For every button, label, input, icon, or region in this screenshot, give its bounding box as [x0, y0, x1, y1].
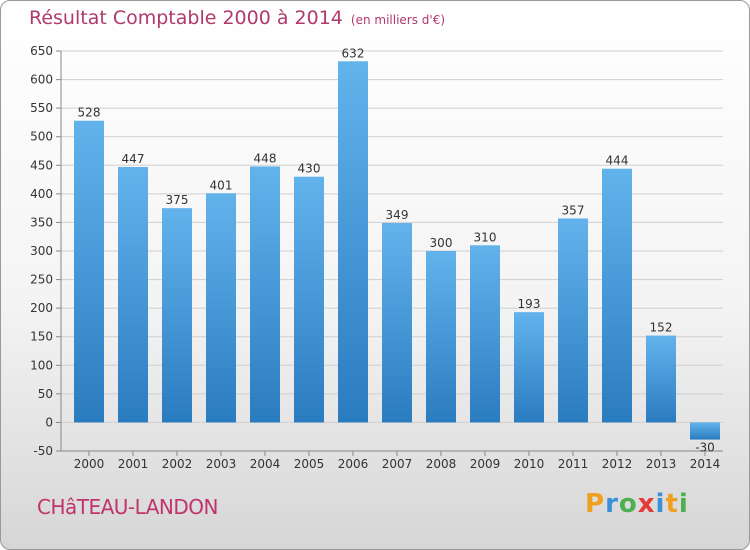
y-tick-label: 550	[30, 101, 53, 115]
data-label: 444	[606, 154, 629, 168]
chart-title: Résultat Comptable 2000 à 2014 (en millie…	[29, 7, 445, 29]
y-tick-label: 600	[30, 73, 53, 87]
data-label: 632	[342, 46, 365, 60]
y-tick-label: 200	[30, 301, 53, 315]
y-tick-label: 300	[30, 244, 53, 258]
chart-subtitle: (en milliers d'€)	[350, 13, 446, 27]
x-tick-label: 2006	[338, 457, 369, 471]
data-label: 447	[122, 152, 145, 166]
x-tick-label: 2008	[426, 457, 457, 471]
bar	[338, 61, 368, 423]
x-tick-label: 2000	[74, 457, 105, 471]
data-label: 430	[298, 162, 321, 176]
bar	[206, 193, 236, 423]
logo-letter: r	[605, 489, 619, 519]
data-label: 375	[166, 193, 189, 207]
x-tick-label: 2014	[690, 457, 721, 471]
logo-letter: i	[678, 489, 689, 519]
bar	[470, 245, 500, 423]
chart-title-text: Résultat Comptable 2000 à 2014	[29, 7, 343, 29]
x-tick-label: 2011	[558, 457, 589, 471]
y-tick-label: -50	[33, 444, 53, 458]
data-label: 401	[210, 178, 233, 192]
logo-letter: i	[655, 489, 666, 519]
bar	[426, 251, 456, 423]
bar	[250, 166, 280, 423]
bar	[514, 312, 544, 423]
data-label: 310	[474, 230, 497, 244]
bar	[294, 176, 324, 423]
y-tick-label: 450	[30, 158, 53, 172]
x-tick-label: 2013	[646, 457, 677, 471]
y-tick-label: 650	[30, 44, 53, 58]
y-tick-label: 50	[38, 387, 53, 401]
logo-letter: o	[618, 489, 638, 519]
x-tick-label: 2007	[382, 457, 413, 471]
data-label: -30	[695, 441, 715, 455]
y-tick-label: 400	[30, 187, 53, 201]
y-tick-label: 150	[30, 330, 53, 344]
bar	[162, 208, 192, 423]
logo-letter: t	[665, 489, 679, 519]
y-tick-label: 500	[30, 130, 53, 144]
data-label: 349	[386, 208, 409, 222]
data-label: 152	[650, 321, 673, 335]
bar	[646, 335, 676, 423]
place-name: CHâTEAU-LANDON	[37, 495, 219, 519]
bar	[558, 218, 588, 423]
bar	[602, 168, 632, 423]
data-label: 357	[562, 203, 585, 217]
logo-letter: x	[637, 489, 656, 519]
y-tick-label: 100	[30, 358, 53, 372]
x-tick-label: 2005	[294, 457, 325, 471]
x-tick-label: 2001	[118, 457, 149, 471]
bar	[690, 422, 720, 440]
data-label: 300	[430, 236, 453, 250]
y-tick-label: 250	[30, 273, 53, 287]
y-tick-label: 350	[30, 215, 53, 229]
x-tick-label: 2004	[250, 457, 281, 471]
x-tick-label: 2002	[162, 457, 193, 471]
data-label: 193	[518, 297, 541, 311]
x-tick-label: 2010	[514, 457, 545, 471]
bar	[74, 120, 104, 423]
data-label: 528	[78, 106, 101, 120]
x-tick-label: 2003	[206, 457, 237, 471]
bar	[382, 223, 412, 423]
y-tick-label: 0	[45, 415, 53, 429]
bar	[118, 167, 148, 423]
logo-letter: P	[585, 489, 606, 519]
x-tick-label: 2009	[470, 457, 501, 471]
x-tick-label: 2012	[602, 457, 633, 471]
data-label: 448	[254, 151, 277, 165]
proxiti-logo: Proxiti	[585, 489, 689, 519]
